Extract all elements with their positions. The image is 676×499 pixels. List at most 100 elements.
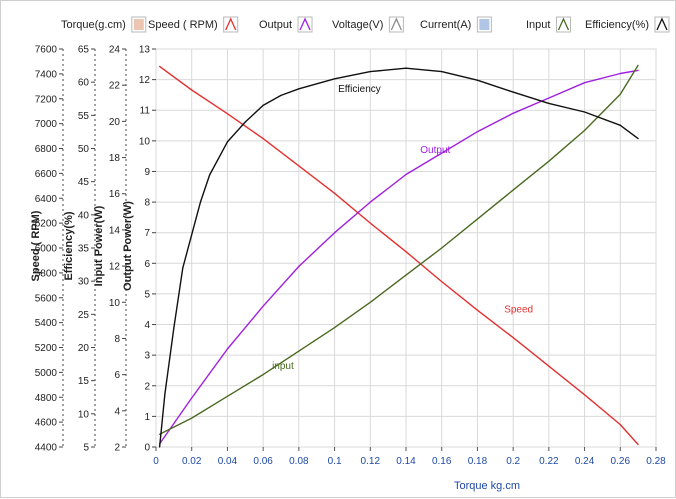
y-tick-label: 35 <box>78 244 90 255</box>
y-tick-label: 4600 <box>35 418 58 429</box>
y-tick-label: 4 <box>114 406 120 417</box>
y-tick-label: 24 <box>109 45 121 56</box>
data-point <box>298 88 300 90</box>
data-point <box>441 281 443 283</box>
data-point <box>637 138 639 140</box>
x-tick-label: 0.26 <box>611 456 631 467</box>
data-point <box>584 111 586 113</box>
y-tick-label: 6600 <box>35 169 58 180</box>
legend-swatch-fill <box>133 19 144 30</box>
x-tick-label: 0.28 <box>646 456 666 467</box>
y-tick-label: 60 <box>78 78 90 89</box>
y-tick-label: 6400 <box>35 194 58 205</box>
data-point <box>226 395 228 397</box>
series-efficiency <box>158 67 639 448</box>
data-point <box>173 327 175 329</box>
y-tick-label: 5400 <box>35 318 58 329</box>
data-point <box>476 79 478 81</box>
data-point <box>262 104 264 106</box>
legend-swatch-mark <box>299 17 311 31</box>
x-tick-label: 0.02 <box>182 456 202 467</box>
x-tick-label: 0.2 <box>506 456 520 467</box>
y-tick-label: 50 <box>78 144 90 155</box>
data-point <box>584 82 586 84</box>
data-point <box>476 218 478 220</box>
data-point <box>619 93 621 95</box>
legend-label: Voltage(V) <box>332 19 383 31</box>
data-point <box>191 397 193 399</box>
series-line <box>158 67 639 448</box>
data-point <box>548 102 550 104</box>
data-point <box>548 160 550 162</box>
data-point <box>262 138 264 140</box>
data-point <box>262 305 264 307</box>
y-tick-label: 5 <box>144 289 150 300</box>
data-point <box>226 348 228 350</box>
y-tick-label: 18 <box>109 153 121 164</box>
data-point <box>637 443 639 446</box>
y-tick-label: 9 <box>144 167 150 178</box>
y-axes: 4400460048005000520054005600580060006200… <box>30 45 156 454</box>
data-point <box>159 446 161 448</box>
legend-item-speed-rpm: Speed ( RPM) <box>148 16 239 33</box>
data-point <box>476 131 478 133</box>
legend: Torque(g.cm) Speed ( RPM) Output Voltage(V)… <box>61 16 670 33</box>
y-tick-label: 20 <box>78 343 90 354</box>
data-point <box>584 394 586 396</box>
y-tick-label: 5200 <box>35 343 58 354</box>
data-point <box>280 94 282 96</box>
x-tick-label: 0.06 <box>253 456 273 467</box>
y-tick-label: 6200 <box>35 219 58 230</box>
y-tick-label: 12 <box>139 75 151 86</box>
x-tick-label: 0.04 <box>218 456 238 467</box>
x-tick-label: 0.18 <box>468 456 488 467</box>
legend-swatch-mark <box>656 17 668 31</box>
data-point <box>159 65 161 67</box>
annotation-output: Output <box>420 145 450 156</box>
y-tick-label: 7600 <box>35 45 58 56</box>
y-tick-label: 8 <box>114 334 120 345</box>
y-tick-label: 1 <box>144 412 150 423</box>
data-point <box>334 327 336 329</box>
legend-swatch-mark <box>225 17 237 31</box>
y-tick-label: 5800 <box>35 268 58 279</box>
y-tick-label: 6000 <box>35 244 58 255</box>
data-point <box>405 274 407 276</box>
legend-label: Torque(g.cm) <box>61 19 126 31</box>
data-point <box>584 129 586 131</box>
data-point <box>182 267 184 269</box>
y-tick-label: 25 <box>78 310 90 321</box>
data-point <box>619 124 621 126</box>
legend-swatch-fill <box>479 19 490 30</box>
y-axis-title: Efficiency(%) <box>63 211 75 280</box>
y-tick-label: 13 <box>139 45 151 56</box>
y-tick-label: 5600 <box>35 293 58 304</box>
y-axis-efficiency: 5 10 15 20 25 30 35 40 45 50 55 60 65 Efficiency(%) <box>63 45 96 454</box>
data-point <box>200 201 202 203</box>
data-point <box>405 67 407 69</box>
data-point <box>191 89 193 91</box>
legend-item-voltage-v: Voltage(V) <box>332 16 404 33</box>
y-tick-label: 10 <box>78 409 90 420</box>
data-point <box>164 393 166 395</box>
y-tick-label: 22 <box>109 81 121 92</box>
y-tick-label: 15 <box>78 376 90 387</box>
legend-item-efficiency: Efficiency(%) <box>585 16 670 33</box>
y-tick-label: 40 <box>78 210 90 221</box>
data-point <box>512 112 514 114</box>
y-tick-label: 6 <box>144 259 150 270</box>
y-tick-label: 7000 <box>35 119 58 130</box>
data-point <box>226 113 228 115</box>
data-point <box>334 232 336 234</box>
y-tick-label: 3 <box>144 351 150 362</box>
data-point <box>619 424 621 426</box>
y-tick-label: 2 <box>144 381 150 392</box>
y-tick-label: 30 <box>78 277 90 288</box>
series-annotations: Speed Output input Efficiency <box>272 84 533 372</box>
legend-label: Current(A) <box>420 19 471 31</box>
y-tick-label: 11 <box>140 106 151 117</box>
data-point <box>441 71 443 73</box>
